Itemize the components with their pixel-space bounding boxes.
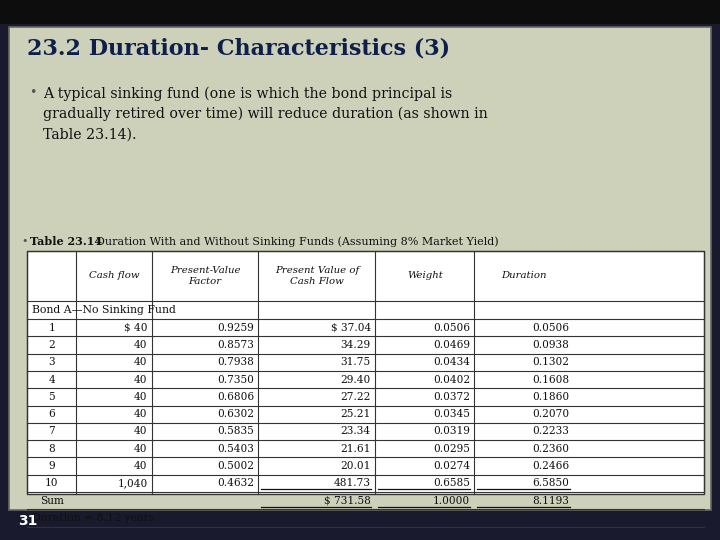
Text: 34.29: 34.29	[341, 340, 371, 350]
Text: 40: 40	[134, 340, 148, 350]
Text: 29.40: 29.40	[341, 375, 371, 384]
Text: 0.7350: 0.7350	[217, 375, 254, 384]
Text: Duration: Duration	[501, 272, 547, 280]
Text: 31.75: 31.75	[341, 357, 371, 367]
Text: Table 23.14: Table 23.14	[30, 236, 102, 247]
Text: 0.1302: 0.1302	[533, 357, 570, 367]
Text: 8.1193: 8.1193	[533, 496, 570, 505]
Text: 0.0434: 0.0434	[433, 357, 470, 367]
Text: 0.2070: 0.2070	[532, 409, 570, 419]
Text: 0.0469: 0.0469	[433, 340, 470, 350]
Text: 0.0506: 0.0506	[533, 323, 570, 333]
Text: 7: 7	[48, 427, 55, 436]
Text: $ 37.04: $ 37.04	[330, 323, 371, 333]
Text: 0.2233: 0.2233	[533, 427, 570, 436]
Text: 0.1860: 0.1860	[532, 392, 570, 402]
Text: 0.5835: 0.5835	[217, 427, 254, 436]
Text: 9: 9	[48, 461, 55, 471]
Text: $ 40: $ 40	[124, 323, 148, 333]
Text: 0.5403: 0.5403	[217, 444, 254, 454]
Text: Present Value of
Cash Flow: Present Value of Cash Flow	[274, 266, 359, 286]
Text: 0.6302: 0.6302	[217, 409, 254, 419]
Text: 481.73: 481.73	[334, 478, 371, 488]
Text: 0.0938: 0.0938	[533, 340, 570, 350]
Text: Duration = 8.12 years: Duration = 8.12 years	[32, 513, 154, 523]
Text: 0.7938: 0.7938	[217, 357, 254, 367]
Text: 0.2466: 0.2466	[532, 461, 570, 471]
Text: 21.61: 21.61	[341, 444, 371, 454]
Text: 0.0402: 0.0402	[433, 375, 470, 384]
Text: 0.4632: 0.4632	[217, 478, 254, 488]
Text: 10: 10	[45, 478, 58, 488]
Text: 0.0345: 0.0345	[433, 409, 470, 419]
Text: 40: 40	[134, 357, 148, 367]
Text: 40: 40	[134, 409, 148, 419]
Text: 1.0000: 1.0000	[433, 496, 470, 505]
Text: 40: 40	[134, 461, 148, 471]
Text: 20.01: 20.01	[341, 461, 371, 471]
Text: 0.0295: 0.0295	[433, 444, 470, 454]
Text: 1,040: 1,040	[117, 478, 148, 488]
Text: 25.21: 25.21	[341, 409, 371, 419]
Text: 2: 2	[48, 340, 55, 350]
Text: 23.2 Duration- Characteristics (3): 23.2 Duration- Characteristics (3)	[27, 38, 451, 60]
Text: 40: 40	[134, 427, 148, 436]
Text: 0.8573: 0.8573	[217, 340, 254, 350]
Text: 0.0274: 0.0274	[433, 461, 470, 471]
Text: 0.0319: 0.0319	[433, 427, 470, 436]
Text: •: •	[29, 86, 36, 99]
Text: Sum: Sum	[40, 496, 64, 505]
Text: 27.22: 27.22	[341, 392, 371, 402]
Text: 1: 1	[48, 323, 55, 333]
Text: 0.0372: 0.0372	[433, 392, 470, 402]
Text: 3: 3	[48, 357, 55, 367]
Text: 6.5850: 6.5850	[533, 478, 570, 488]
Text: Present-Value
Factor: Present-Value Factor	[170, 266, 240, 286]
Text: 40: 40	[134, 392, 148, 402]
Text: 40: 40	[134, 444, 148, 454]
Text: 31: 31	[18, 514, 37, 528]
Text: Cash flow: Cash flow	[89, 272, 140, 280]
Text: 0.5002: 0.5002	[217, 461, 254, 471]
Text: $ 731.58: $ 731.58	[324, 496, 371, 505]
Text: •: •	[22, 236, 28, 246]
Text: A typical sinking fund (one is which the bond principal is
gradually retired ove: A typical sinking fund (one is which the…	[43, 86, 488, 141]
FancyBboxPatch shape	[0, 0, 720, 24]
Text: 8: 8	[48, 444, 55, 454]
FancyBboxPatch shape	[27, 251, 704, 494]
Text: Weight: Weight	[407, 272, 443, 280]
Text: 0.2360: 0.2360	[533, 444, 570, 454]
Text: 0.6585: 0.6585	[433, 478, 470, 488]
Text: 0.6806: 0.6806	[217, 392, 254, 402]
FancyBboxPatch shape	[9, 27, 711, 510]
Text: 0.0506: 0.0506	[433, 323, 470, 333]
Text: 4: 4	[48, 375, 55, 384]
Text: 6: 6	[48, 409, 55, 419]
Text: 40: 40	[134, 375, 148, 384]
Text: 5: 5	[48, 392, 55, 402]
Text: 0.9259: 0.9259	[217, 323, 254, 333]
Text: Bond A—No Sinking Fund: Bond A—No Sinking Fund	[32, 305, 176, 315]
Text: 23.34: 23.34	[341, 427, 371, 436]
Text: Duration With and Without Sinking Funds (Assuming 8% Market Yield): Duration With and Without Sinking Funds …	[89, 236, 499, 247]
Text: 0.1608: 0.1608	[532, 375, 570, 384]
